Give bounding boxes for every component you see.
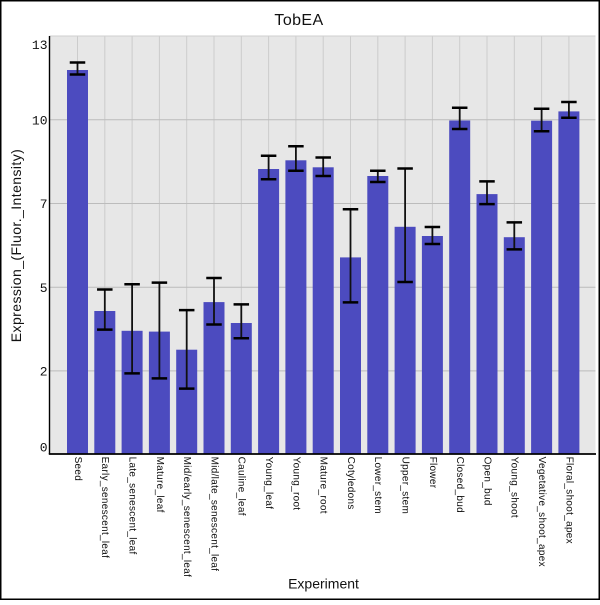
svg-text:Cauline_leaf: Cauline_leaf [236,457,247,516]
svg-text:Seed: Seed [72,457,83,482]
svg-text:0: 0 [40,440,48,455]
svg-text:Experiment: Experiment [288,576,359,592]
svg-text:Young_leaf: Young_leaf [263,457,274,510]
svg-text:Lower_stem: Lower_stem [372,457,383,514]
svg-text:Early_senescent_leaf: Early_senescent_leaf [99,457,110,559]
svg-text:Flower: Flower [427,457,438,489]
svg-text:Late_senescent_leaf: Late_senescent_leaf [127,457,138,555]
svg-text:2: 2 [40,365,48,380]
svg-text:Mid/late_senescent_leaf: Mid/late_senescent_leaf [208,457,219,572]
svg-text:Cotyledons: Cotyledons [345,457,356,510]
svg-text:7: 7 [40,197,48,212]
svg-text:Expression_(Fluor._Intensity): Expression_(Fluor._Intensity) [8,149,24,342]
svg-text:10: 10 [32,114,48,129]
svg-text:Vegetative_shoot_apex: Vegetative_shoot_apex [536,457,547,567]
svg-text:TobEA: TobEA [274,12,323,29]
svg-text:Open_bud: Open_bud [481,457,492,506]
svg-text:5: 5 [40,281,48,296]
svg-text:13: 13 [32,38,48,53]
svg-text:Mature_root: Mature_root [318,457,329,514]
svg-text:Young_shoot: Young_shoot [509,457,520,518]
svg-text:Upper_stem: Upper_stem [400,457,411,514]
svg-text:Closed_bud: Closed_bud [454,457,465,513]
svg-text:Mature_leaf: Mature_leaf [154,457,165,513]
svg-text:Floral_shoot_apex: Floral_shoot_apex [563,457,574,544]
svg-text:Young_root: Young_root [290,457,301,511]
svg-text:Mid/early_senescent_leaf: Mid/early_senescent_leaf [181,457,192,578]
